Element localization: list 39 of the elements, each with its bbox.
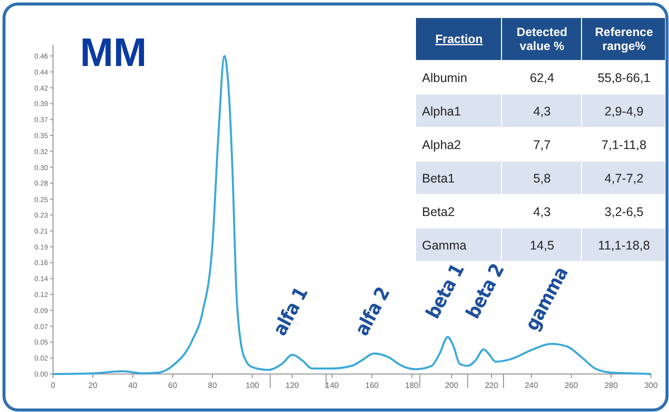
text: 3,2-6,5 (604, 204, 644, 219)
annotation: alfa 1 (268, 284, 312, 340)
text: 4,3 (533, 204, 551, 219)
x-tick-label: 200 (444, 381, 459, 390)
x-tick-label: 120 (286, 381, 300, 390)
text: Albumin (422, 70, 468, 85)
text: 4,7-7,2 (604, 171, 644, 186)
x-tick-label: 40 (128, 381, 138, 390)
text: Alpha2 (422, 138, 461, 152)
x-tick-label: 260 (564, 381, 578, 390)
x-tick-label: 0 (50, 381, 56, 390)
text: Gamma (422, 238, 466, 252)
text: Beta1 (422, 171, 455, 186)
x-tick-label: 20 (88, 381, 98, 390)
text: 5,8 (533, 171, 551, 186)
x-tick-label: 160 (365, 381, 380, 390)
text: 4,3 (533, 104, 551, 118)
text: 2,9-4,9 (604, 104, 644, 118)
x-tick-label: 280 (604, 381, 618, 390)
text: 11,1-18,8 (598, 238, 650, 252)
x-tick-label: 240 (524, 381, 539, 390)
text: 55,8-66,1 (598, 70, 650, 85)
text: 14,5 (530, 238, 554, 252)
x-tick-label: 80 (208, 381, 218, 390)
text: 62,4 (530, 70, 554, 85)
category-label: Detected value % (516, 25, 568, 53)
text: 7,7 (533, 138, 551, 152)
x-tick-label: 180 (405, 381, 420, 390)
annotation: alfa 2 (350, 284, 394, 340)
text: 7,1-11,8 (602, 138, 646, 152)
category-label: Reference range% (594, 25, 654, 53)
x-tick-label: 60 (168, 381, 178, 390)
x-tick-label: 220 (484, 381, 499, 390)
x-tick-label: 300 (644, 381, 658, 390)
category-label: Fraction (435, 32, 483, 46)
x-tick-label: 100 (246, 381, 260, 390)
chart-title: MM (80, 31, 147, 75)
text: Alpha1 (422, 104, 461, 118)
text: Beta2 (422, 204, 455, 219)
